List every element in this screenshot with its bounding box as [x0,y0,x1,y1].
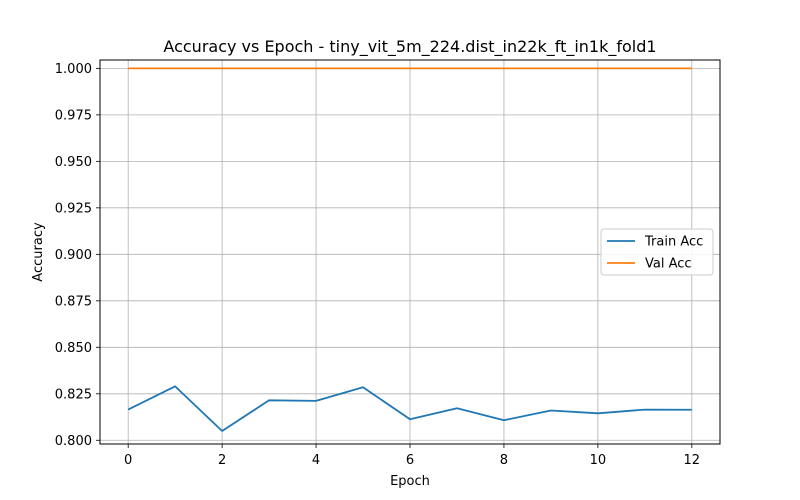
grid [100,60,720,444]
y-tick-label: 0.925 [55,201,92,216]
series-line-train-acc [127,385,692,432]
y-tick-label: 0.875 [55,294,92,309]
series-group [127,67,692,432]
y-tick-label: 0.950 [55,155,92,170]
x-tick-label: 2 [218,453,226,468]
x-axis-label: Epoch [390,474,430,489]
x-tick-label: 12 [684,453,701,468]
y-tick-label: 1.000 [55,62,92,77]
x-tick-label: 4 [312,453,320,468]
y-tick-label: 0.800 [55,434,92,449]
y-tick-label: 0.825 [55,387,92,402]
y-axis-ticks: 0.800 0.825 0.850 0.875 0.900 0.925 0.950 0.975… [55,62,100,449]
x-tick-label: 0 [124,453,132,468]
x-tick-label: 6 [406,453,414,468]
legend-label: Train Acc [644,235,703,250]
x-axis-ticks: 0 2 4 6 8 10 12 [124,444,700,468]
y-tick-label: 0.850 [55,341,92,356]
chart-title: Accuracy vs Epoch - tiny_vit_5m_224.dist… [163,37,656,57]
y-axis-label: Accuracy [31,222,46,282]
y-tick-label: 0.900 [55,248,92,263]
legend-label: Val Acc [645,257,692,272]
x-tick-label: 8 [500,453,508,468]
x-tick-label: 10 [590,453,607,468]
legend: Train Acc Val Acc [600,228,714,276]
y-tick-label: 0.975 [55,108,92,123]
